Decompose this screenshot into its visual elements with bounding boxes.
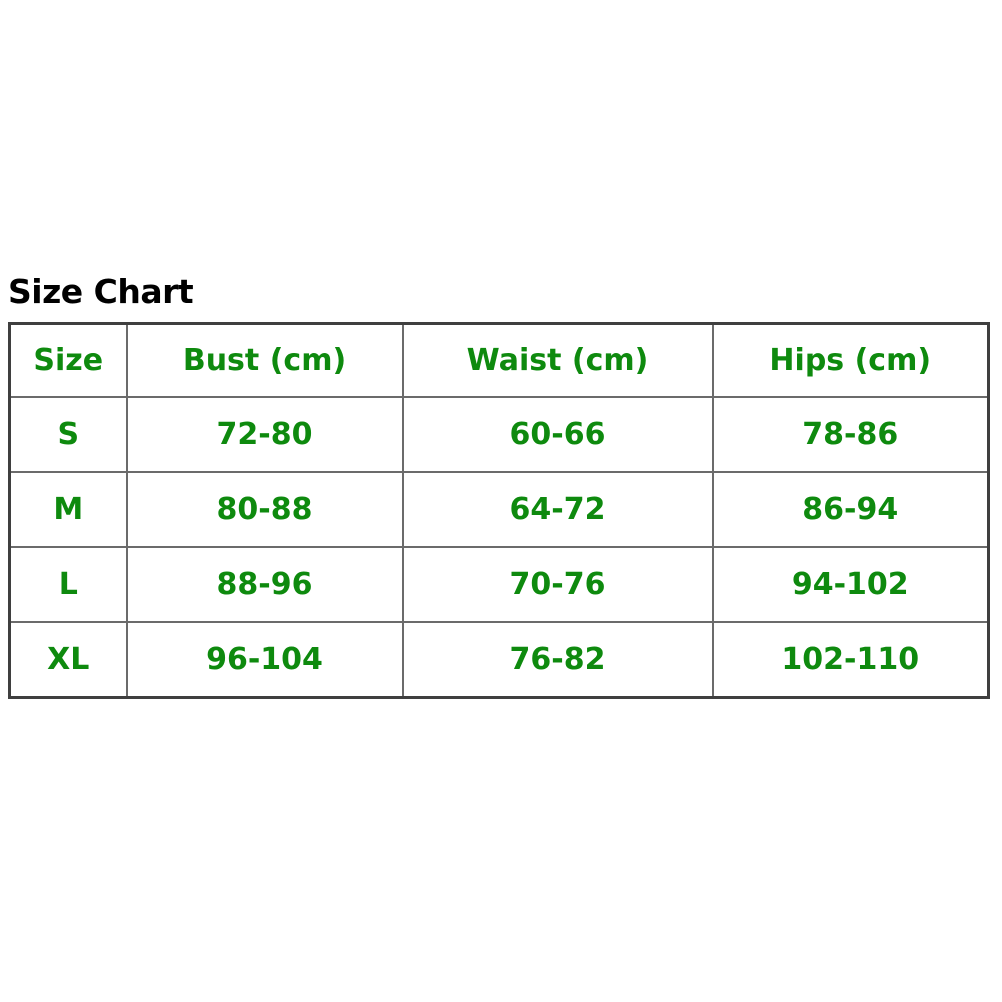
- size-cell: M: [8, 471, 128, 548]
- page-title: Size Chart: [8, 272, 194, 311]
- column-header-size: Size: [8, 322, 128, 398]
- measurement-cell: 88-96: [125, 546, 404, 623]
- measurement-cell: 76-82: [401, 621, 714, 699]
- column-header-waist: Waist (cm): [401, 322, 714, 398]
- table-row: M 80-88 64-72 86-94: [8, 471, 990, 548]
- size-chart-table: Size Bust (cm) Waist (cm) Hips (cm) S 72-80 6…: [8, 322, 990, 699]
- column-header-hips: Hips (cm): [711, 322, 990, 398]
- measurement-cell: 96-104: [125, 621, 404, 699]
- measurement-cell: 86-94: [711, 471, 990, 548]
- size-cell: S: [8, 396, 128, 473]
- table-row: XL 96-104 76-82 102-110: [8, 621, 990, 699]
- measurement-cell: 70-76: [401, 546, 714, 623]
- table-header-row: Size Bust (cm) Waist (cm) Hips (cm): [8, 322, 990, 398]
- measurement-cell: 64-72: [401, 471, 714, 548]
- measurement-cell: 94-102: [711, 546, 990, 623]
- table-row: S 72-80 60-66 78-86: [8, 396, 990, 473]
- column-header-bust: Bust (cm): [125, 322, 404, 398]
- measurement-cell: 72-80: [125, 396, 404, 473]
- measurement-cell: 102-110: [711, 621, 990, 699]
- measurement-cell: 60-66: [401, 396, 714, 473]
- size-cell: L: [8, 546, 128, 623]
- measurement-cell: 80-88: [125, 471, 404, 548]
- measurement-cell: 78-86: [711, 396, 990, 473]
- table-row: L 88-96 70-76 94-102: [8, 546, 990, 623]
- size-cell: XL: [8, 621, 128, 699]
